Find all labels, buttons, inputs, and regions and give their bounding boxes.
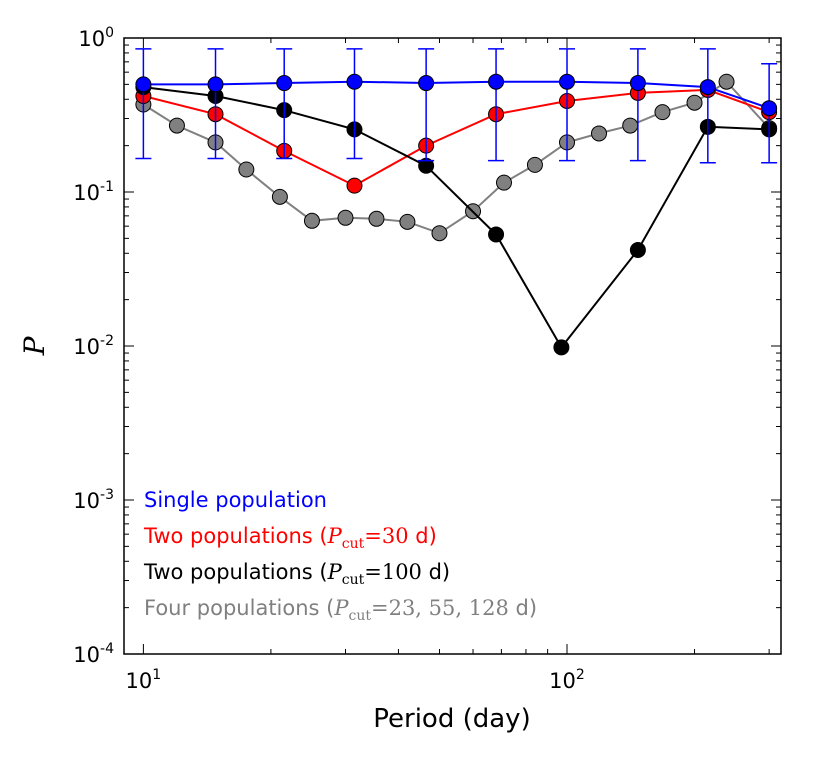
data-point	[276, 75, 293, 92]
data-point	[303, 212, 320, 229]
x-tick-label: 102	[549, 667, 585, 693]
data-point	[699, 79, 716, 96]
legend-entry: Two populations (Pcut=100 d)	[143, 560, 450, 588]
data-point	[622, 117, 639, 134]
data-point	[718, 73, 735, 90]
data-point	[431, 225, 448, 242]
data-point	[629, 75, 646, 92]
y-tick-label: 10-1	[73, 179, 114, 205]
series-3	[135, 48, 778, 164]
legend-entry: Single population	[144, 488, 327, 512]
data-point	[488, 226, 505, 243]
series-line	[142, 80, 770, 235]
data-point	[686, 94, 703, 111]
series-layer	[135, 48, 778, 356]
data-point	[761, 100, 778, 117]
data-point	[337, 209, 354, 226]
ticks-layer: 101 102 100 10-1 10-2 10-3 10-4	[73, 25, 781, 693]
series-line	[143, 80, 770, 110]
data-point	[629, 242, 646, 259]
x-tick-label: 101	[126, 667, 162, 693]
data-point	[207, 76, 224, 93]
series-line	[143, 88, 770, 187]
data-point	[271, 188, 288, 205]
legend-entry: Two populations (Pcut=30 d)	[143, 524, 437, 552]
data-point	[238, 161, 255, 178]
series-line	[143, 86, 770, 350]
x-axis-label: Period (day)	[373, 704, 530, 734]
data-point	[559, 73, 576, 90]
series-clip-group	[135, 48, 778, 356]
data-point	[526, 156, 543, 173]
data-point	[135, 76, 152, 93]
y-tick-label: 10-4	[73, 641, 114, 667]
y-tick-label: 10-2	[73, 333, 114, 359]
data-point	[346, 73, 363, 90]
data-point	[418, 75, 435, 92]
data-point	[346, 177, 363, 194]
data-point	[654, 104, 671, 121]
series-0	[135, 73, 778, 242]
y-tick-label: 10-3	[73, 487, 114, 513]
data-point	[368, 210, 385, 227]
series-2	[135, 79, 778, 356]
data-point	[495, 174, 512, 191]
data-point	[591, 125, 608, 142]
y-axis-label: P	[18, 335, 51, 356]
y-tick-label: 100	[78, 25, 114, 51]
data-point	[399, 213, 416, 230]
legend: Single population Two populations (Pcut=3…	[143, 488, 537, 624]
data-point	[488, 73, 505, 90]
data-point	[168, 117, 185, 134]
legend-entry: Four populations (Pcut=23, 55, 128 d)	[144, 596, 537, 624]
data-point	[553, 339, 570, 356]
